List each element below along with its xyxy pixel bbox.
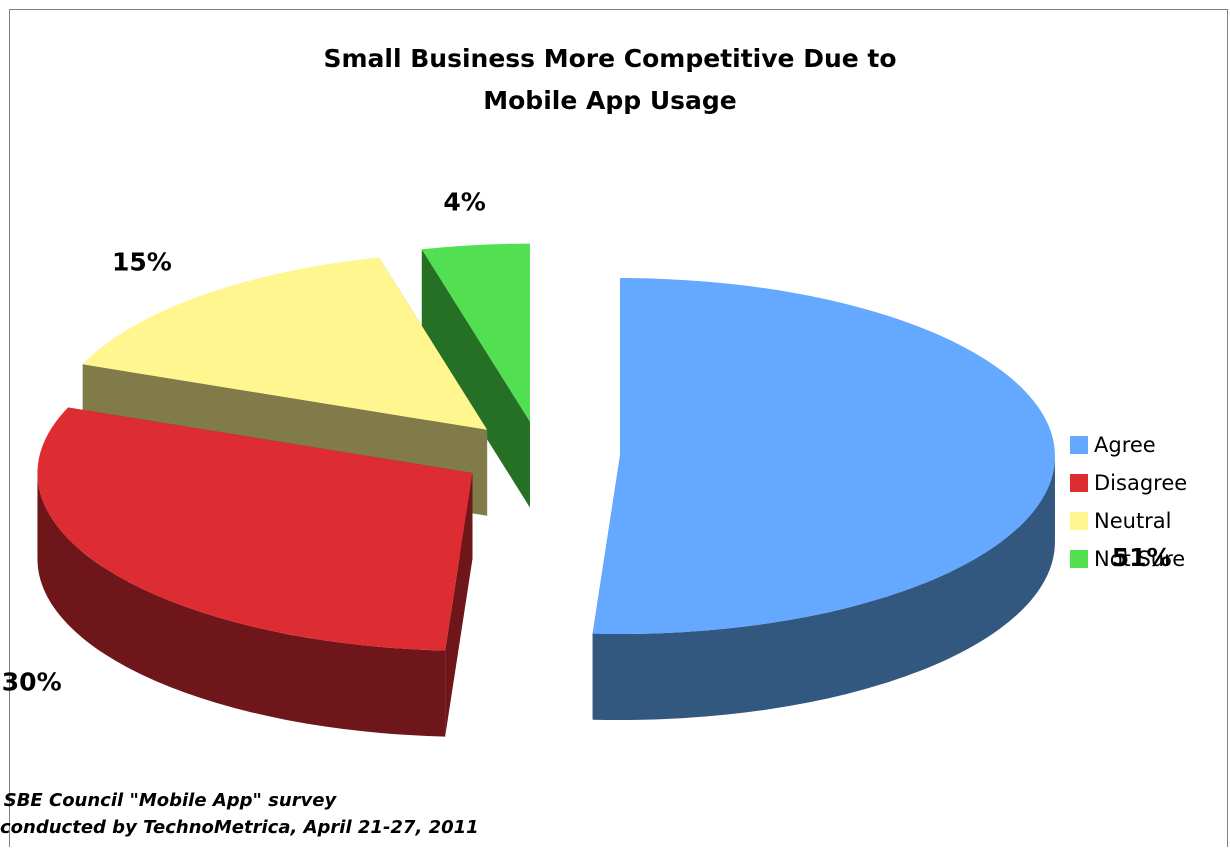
data-label-disagree: 30% <box>2 667 62 696</box>
legend-label-disagree: Disagree <box>1094 471 1188 495</box>
slice-top-neutral <box>82 257 488 430</box>
legend-item-not-sure: Not Sure <box>1070 540 1187 578</box>
legend-swatch-disagree <box>1070 474 1088 492</box>
legend-label-agree: Agree <box>1094 433 1156 457</box>
slice-top-agree <box>592 278 1055 635</box>
slice-not-sure <box>421 243 530 508</box>
slice-disagree <box>37 407 473 737</box>
data-label-not-sure: 4% <box>443 188 485 217</box>
legend: Agree Disagree Neutral Not Sure <box>1070 426 1187 578</box>
source-annotation-line-1: SBE Council "Mobile App" survey <box>3 790 337 811</box>
slice-top-disagree <box>37 407 473 651</box>
source-annotation: SBE Council "Mobile App" survey conducte… <box>0 787 479 841</box>
slice-side-agree <box>592 456 1055 721</box>
data-label-neutral: 15% <box>112 248 172 277</box>
slice-side-disagree <box>37 473 446 737</box>
chart-title-line-1: Small Business More Competitive Due to <box>323 44 897 73</box>
legend-item-neutral: Neutral <box>1070 502 1187 540</box>
legend-swatch-neutral <box>1070 512 1088 530</box>
source-annotation-line-2: conducted by TechnoMetrica, April 21-27,… <box>0 817 479 838</box>
chart-title-line-2: Mobile App Usage <box>483 86 737 115</box>
chart-title: Small Business More Competitive Due to M… <box>200 38 1020 122</box>
legend-swatch-agree <box>1070 436 1088 454</box>
slice-wall-not-sure-0 <box>421 249 530 508</box>
chart-frame <box>9 9 1228 847</box>
legend-item-agree: Agree <box>1070 426 1187 464</box>
legend-label-neutral: Neutral <box>1094 509 1172 533</box>
slice-agree <box>592 278 1055 721</box>
data-label-agree: 51% <box>1112 543 1172 572</box>
slice-top-not-sure <box>421 243 530 422</box>
legend-swatch-not-sure <box>1070 550 1088 568</box>
legend-label-not-sure: Not Sure <box>1094 547 1186 571</box>
legend-item-disagree: Disagree <box>1070 464 1187 502</box>
